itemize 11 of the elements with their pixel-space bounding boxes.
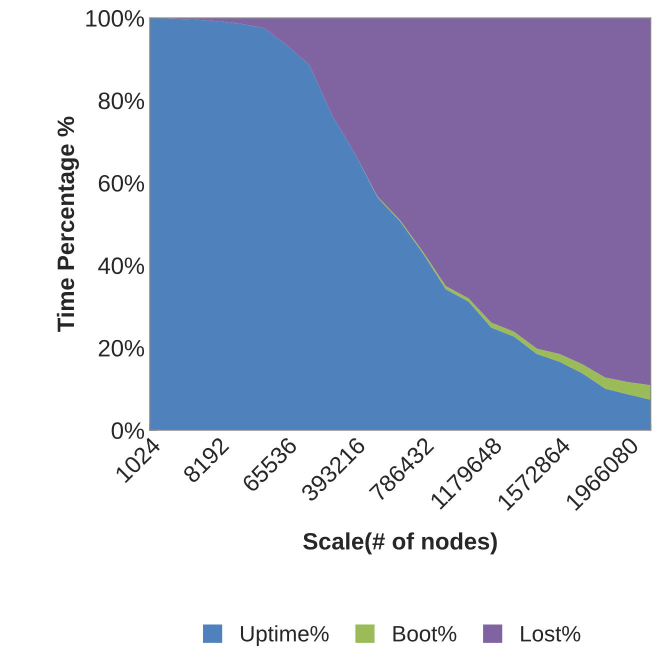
y-tick-label: 20% xyxy=(98,340,144,357)
y-tick-label: 80% xyxy=(98,92,144,110)
y-axis-title: Time Percentage % xyxy=(56,116,79,332)
x-axis-title: Scale(# of nodes) xyxy=(303,532,497,554)
legend-label: Boot% xyxy=(393,626,456,642)
y-tick-label: 40% xyxy=(98,257,144,274)
y-tick-label: 0% xyxy=(112,422,144,440)
y-tick-label: 100% xyxy=(86,10,144,27)
legend-label: Lost% xyxy=(521,626,580,642)
y-tick-label: 60% xyxy=(98,174,144,192)
legend-label: Uptime% xyxy=(240,625,329,646)
